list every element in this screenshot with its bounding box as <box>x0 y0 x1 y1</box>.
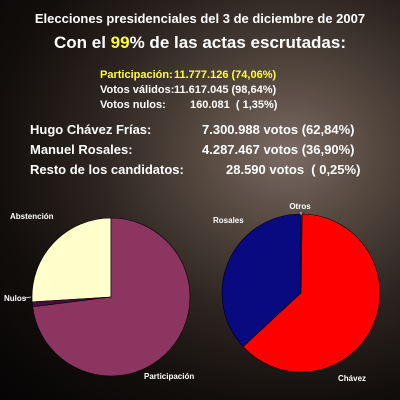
label-participacion: Participación <box>144 372 194 381</box>
chart-title: Elecciones presidenciales del 3 de dicie… <box>34 11 366 26</box>
turnout-stats: Participación: 11.777.126 (74,06%) Votos… <box>100 68 320 116</box>
candidate-others-name: Resto de los candidatos: <box>30 162 184 177</box>
slice-rosales <box>221 213 302 348</box>
turnout-pie: Abstención Nulos Participación <box>4 212 194 381</box>
slice-chavez <box>242 213 381 373</box>
subtitle-percent: 99 <box>110 33 130 52</box>
stat-validos-value: 11.617.045 (98,64%) <box>174 84 277 96</box>
candidate-chavez-name: Hugo Chávez Frías: <box>30 122 152 137</box>
label-nulos: Nulos <box>4 294 27 303</box>
stat-validos-label: Votos válidos: <box>100 84 175 96</box>
label-otros: Otros <box>289 202 311 211</box>
leader-nulos <box>24 296 32 299</box>
candidate-chavez-votes: 7.300.988 votos (62,84%) <box>202 122 355 137</box>
subtitle-suffix: % de las actas escrutadas: <box>129 33 346 52</box>
chart-subtitle: Con el 99% de las actas escrutadas: <box>0 33 400 53</box>
slice-participacion <box>32 217 191 377</box>
candidate-rosales-name: Manuel Rosales: <box>30 142 133 157</box>
stat-participacion-label: Participación: <box>100 69 173 81</box>
subtitle-prefix: Con el <box>54 33 111 52</box>
candidates-pie: Otros Rosales Chávez <box>213 202 381 383</box>
label-rosales: Rosales <box>213 216 244 225</box>
stat-nulos-label: Votos nulos: <box>100 99 166 111</box>
candidate-others-votes: 28.590 votos ( 0,25%) <box>226 162 361 177</box>
stat-participacion-value: 11.777.126 (74,06%) <box>174 69 277 81</box>
label-abstencion: Abstención <box>10 212 54 221</box>
stat-nulos-value: 160.081 ( 1,35%) <box>190 99 278 111</box>
candidate-rosales-votes: 4.287.467 votos (36,90%) <box>202 142 355 157</box>
label-chavez: Chávez <box>338 374 366 383</box>
slice-abstencion <box>31 217 112 303</box>
candidate-results: Hugo Chávez Frías: 7.300.988 votos (62,8… <box>30 120 390 182</box>
